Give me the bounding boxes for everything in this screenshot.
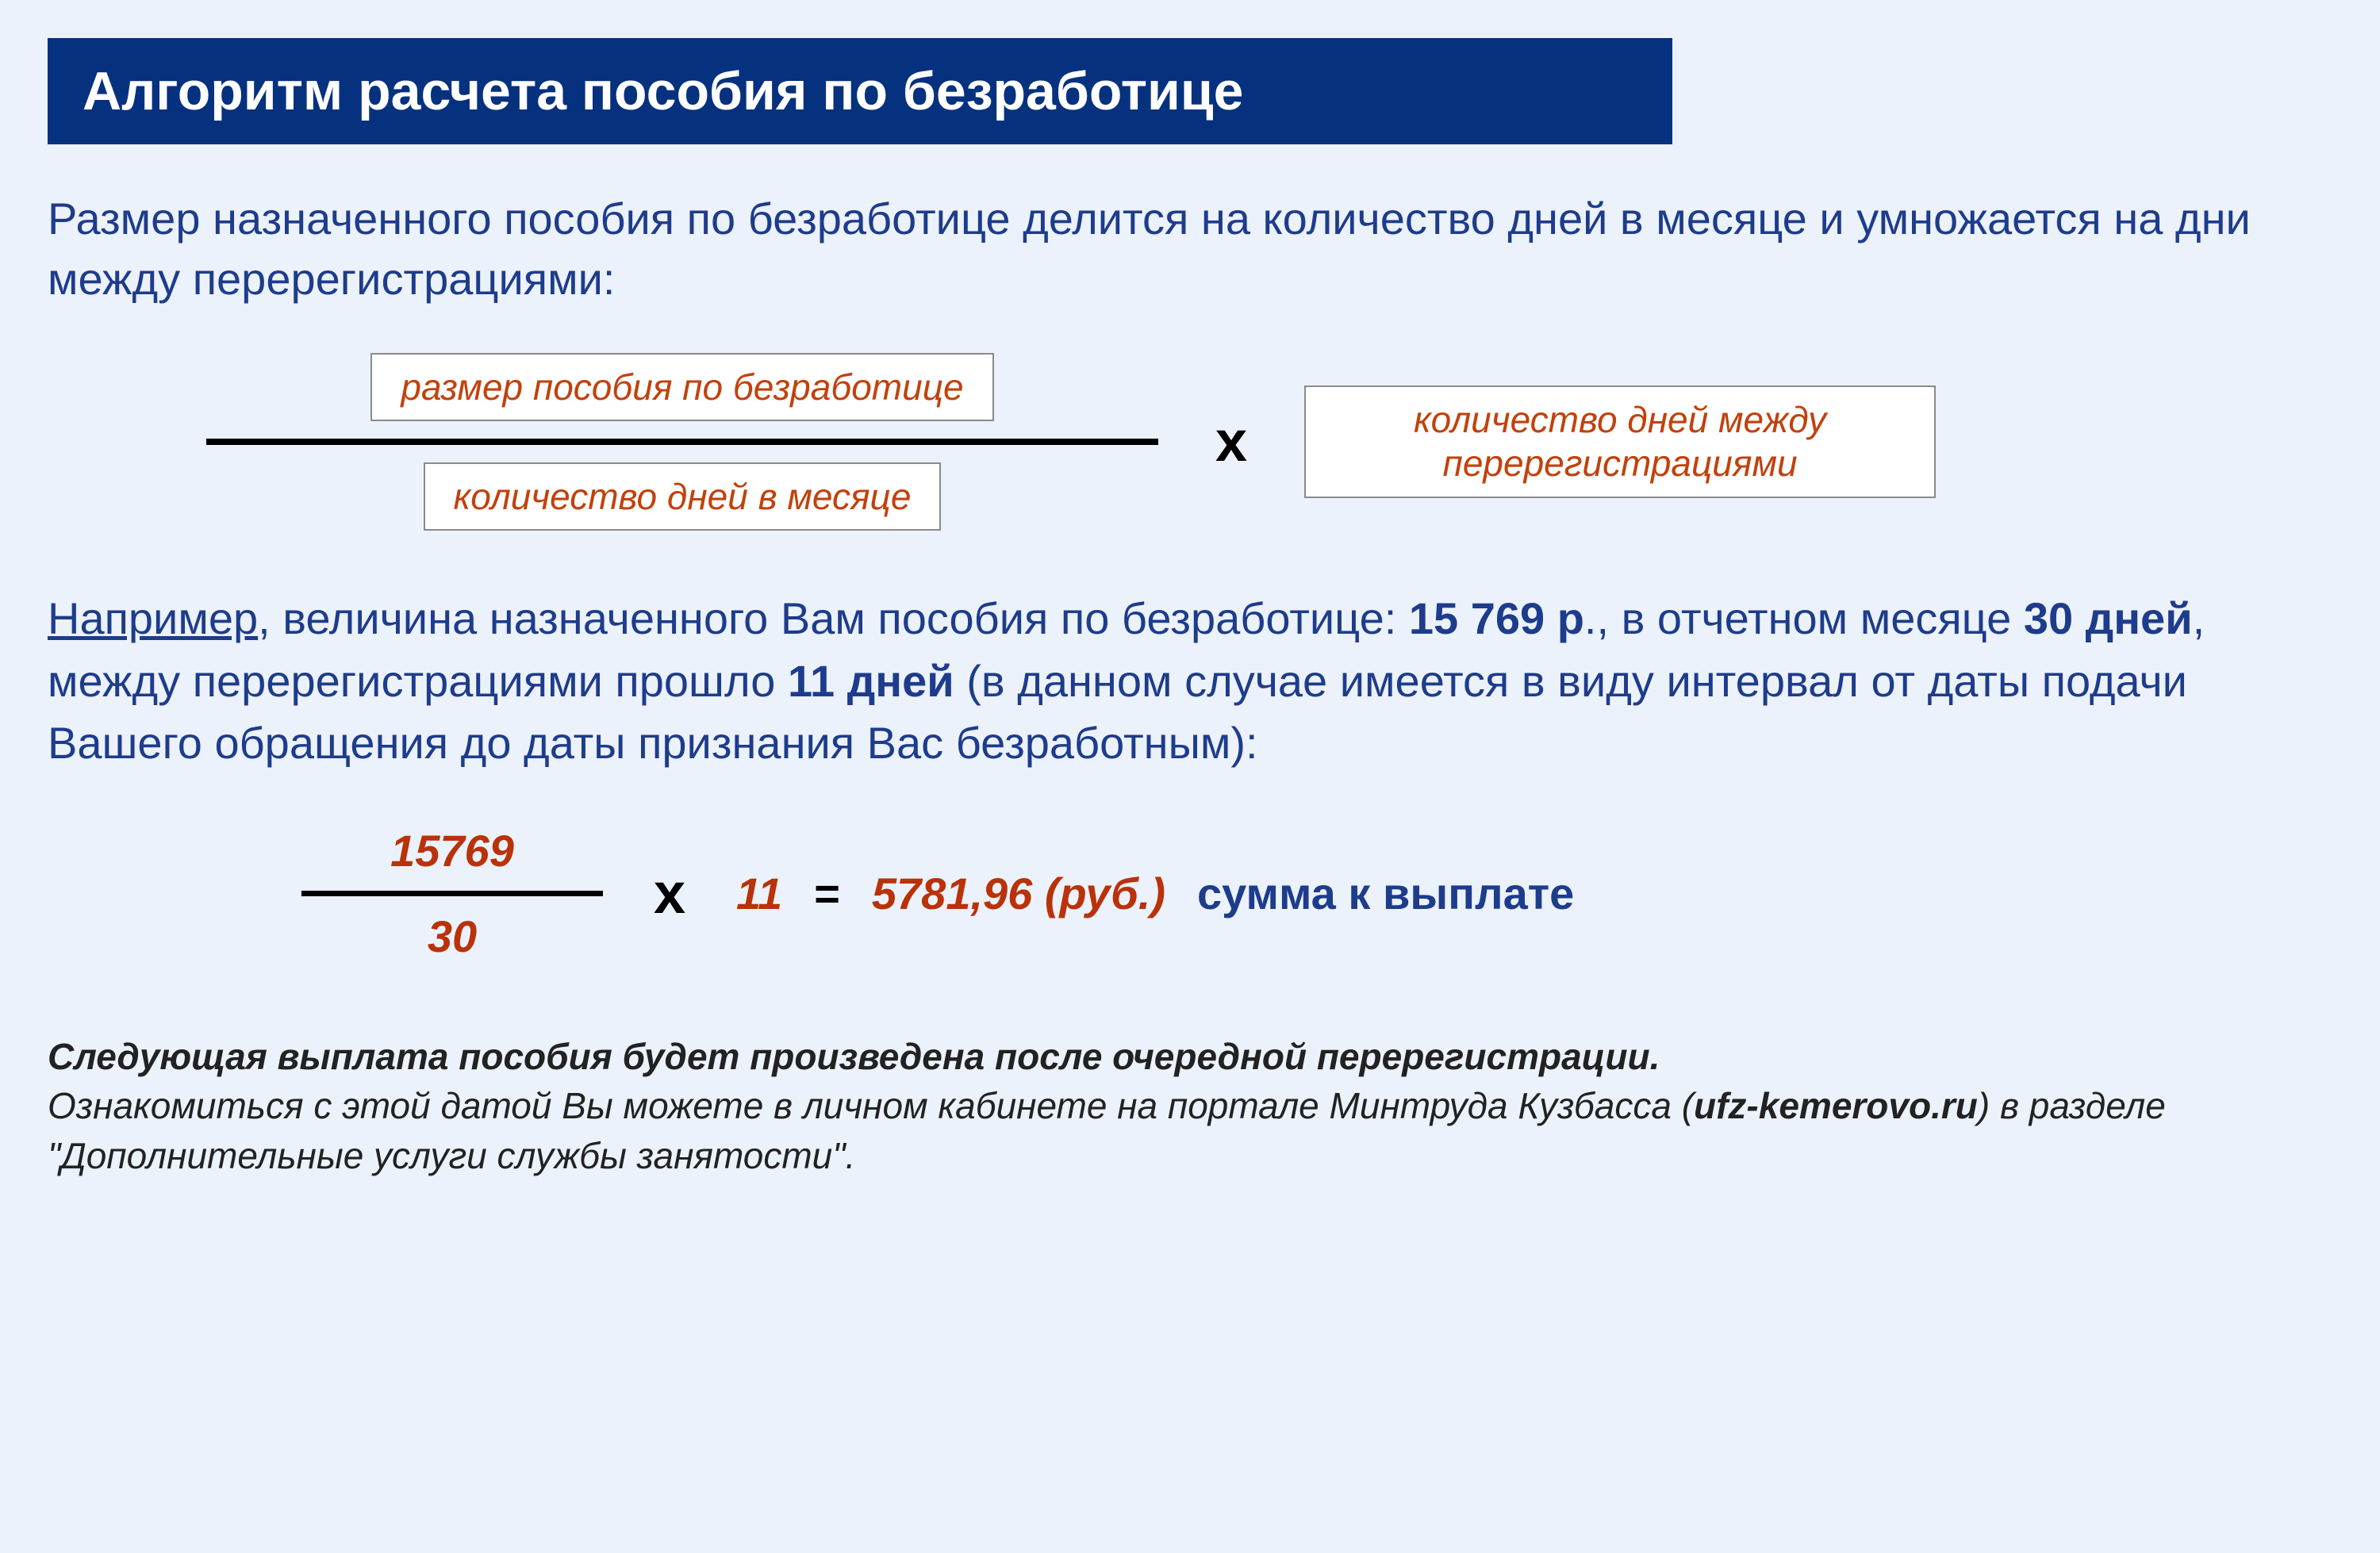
footer-line2a: Ознакомиться с этой датой Вы можете в ли… [48,1085,1694,1126]
calc-multiply-operator: x [654,861,685,926]
formula-fraction: размер пособия по безработице количество… [206,353,1158,531]
formula-fraction-bar [206,439,1158,445]
footer-url: ufz-kemerovo.ru [1694,1085,1978,1126]
calc-fraction: 15769 30 [301,825,603,962]
page: Алгоритм расчета пособия по безработице … [0,0,2380,1218]
intro-text: Размер назначенного пособия по безработи… [48,189,2332,309]
footer-text: Следующая выплата пособия будет произвед… [48,1032,2332,1179]
page-title: Алгоритм расчета пособия по безработице [83,61,1243,121]
example-pre-amount: , величина назначенного Вам пособия по б… [258,593,1409,643]
calculation-row: 15769 30 x 11 = 5781,96 (руб.) сумма к в… [301,825,2332,962]
formula-multiplier-box: количество дней между перерегистрациями [1304,385,1936,498]
calc-result-label: сумма к выплате [1197,868,1574,919]
example-days-between: 11 дней [788,656,954,706]
formula-numerator-box: размер пособия по безработице [370,353,993,421]
example-amount: 15 769 р [1409,593,1584,643]
calc-numerator: 15769 [390,825,514,876]
formula-denominator-box: количество дней в месяце [424,462,942,531]
title-bar: Алгоритм расчета пособия по безработице [48,38,1672,144]
example-days-month: 30 дней [2024,593,2193,643]
calc-equals: = [814,868,840,919]
calc-multiplier: 11 [736,868,782,919]
footer-line1: Следующая выплата пособия будет произвед… [48,1036,1660,1077]
example-lead: Например [48,593,258,643]
calc-denominator: 30 [428,911,477,962]
example-text: Например, величина назначенного Вам посо… [48,588,2332,774]
calc-result: 5781,96 (руб.) [872,868,1165,919]
formula-multiply-operator: x [1215,409,1247,474]
formula-row: размер пособия по безработице количество… [206,353,2332,531]
example-post-amount: ., в отчетном месяце [1584,593,2024,643]
calc-fraction-bar [301,891,603,896]
